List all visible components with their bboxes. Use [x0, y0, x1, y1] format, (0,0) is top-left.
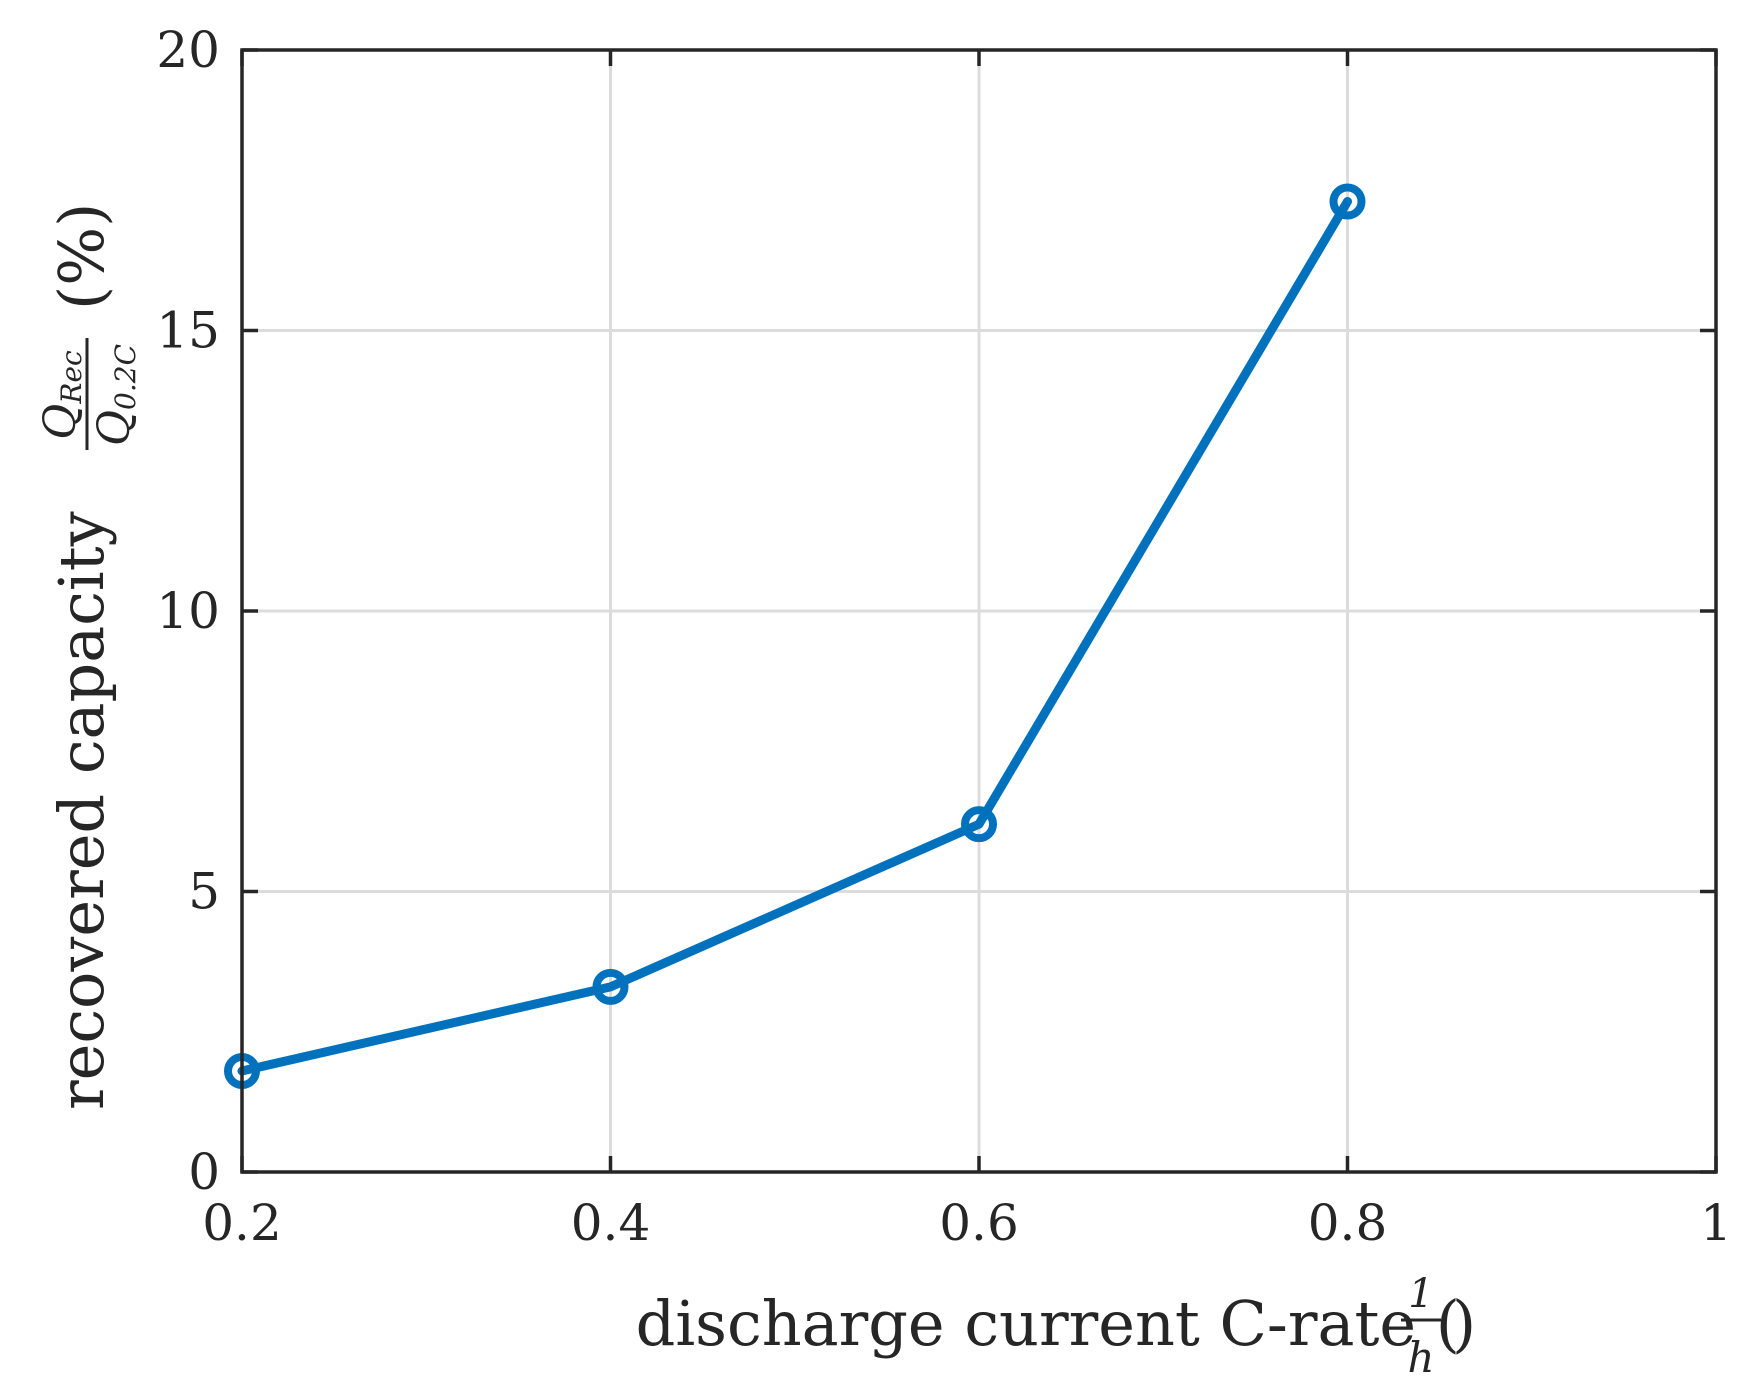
svg-text:QRec: QRec — [35, 350, 88, 440]
y-tick-label: 0 — [188, 1143, 220, 1201]
grid — [242, 50, 1716, 1172]
x-axis-title-num: 1 — [1408, 1271, 1433, 1317]
x-tick-labels: 0.2 0.4 0.6 0.8 1 — [202, 1194, 1732, 1252]
y-tick-label: 15 — [156, 302, 220, 360]
data-point — [592, 968, 629, 1005]
y-axis-title-den: Q — [89, 410, 140, 446]
x-axis-title-text: discharge current C-rate ( — [636, 1287, 1460, 1360]
x-tick-label: 0.6 — [939, 1194, 1019, 1252]
x-tick-label: 0.4 — [571, 1194, 651, 1252]
y-axis-title-den-sub: 0.2C — [109, 344, 142, 410]
y-axis-title-unit: (%) — [45, 203, 118, 310]
series-line — [237, 196, 1352, 1076]
x-axis-title-close: ) — [1452, 1287, 1476, 1360]
data-point — [1329, 183, 1366, 220]
y-tick-label: 5 — [188, 863, 220, 921]
svg-text:Q0.2C: Q0.2C — [89, 344, 142, 446]
x-tick-label: 0.8 — [1308, 1194, 1388, 1252]
x-tick-label: 1 — [1700, 1194, 1732, 1252]
x-axis-title: discharge current C-rate ( 1 h ) — [636, 1271, 1477, 1382]
y-axis-title-text: recovered capacity — [45, 511, 118, 1110]
y-tick-label: 10 — [156, 582, 220, 640]
ticks — [240, 48, 1718, 1174]
series-layer — [224, 183, 1366, 1090]
y-axis-title-fraction: QRec Q0.2C — [35, 338, 142, 450]
data-point — [961, 806, 997, 843]
y-tick-labels: 0 5 10 15 20 — [156, 21, 220, 1201]
y-axis-title: recovered capacity QRec Q0.2C (%) — [35, 203, 142, 1110]
y-axis-title-num-sub: Rec — [55, 350, 88, 405]
x-tick-label: 0.2 — [202, 1194, 282, 1252]
y-axis-title-num: Q — [35, 404, 86, 440]
y-tick-label: 20 — [156, 21, 220, 79]
x-axis-title-den: h — [1407, 1333, 1434, 1382]
